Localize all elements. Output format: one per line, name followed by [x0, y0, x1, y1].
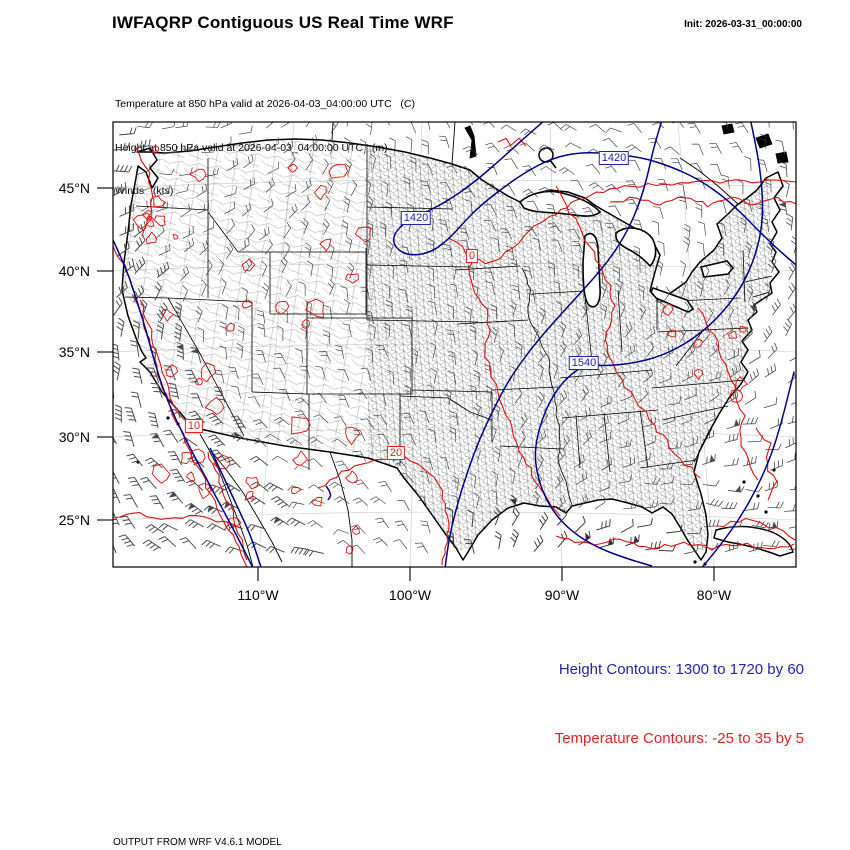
lat-tick-label: 25°N	[58, 512, 90, 528]
lon-tick-label: 90°W	[544, 587, 580, 603]
contour-value-label: 1420	[400, 211, 432, 225]
lon-tick-label: 110°W	[237, 587, 279, 603]
plot-title: IWFAQRP Contiguous US Real Time WRF	[112, 13, 454, 32]
legend-height-contours: Height Contours: 1300 to 1720 by 60	[558, 661, 804, 678]
state-borders-layer	[124, 144, 773, 506]
legend-temperature-contours: Temperature Contours: -25 to 35 by 5	[554, 730, 804, 747]
init-time-label: Init: 2026-03-31_00:00:00	[684, 19, 802, 30]
lon-tick-label: 100°W	[388, 587, 432, 603]
model-output-note: OUTPUT FROM WRF V4.6.1 MODEL	[113, 837, 282, 848]
lat-tick-label: 40°N	[58, 263, 90, 279]
temperature-field-description: Temperature at 850 hPa valid at 2026-04-…	[115, 98, 416, 110]
map-border	[112, 121, 797, 568]
axes-layer	[97, 187, 715, 581]
lat-tick-label: 45°N	[58, 180, 90, 196]
contour-value-label: 10	[184, 419, 204, 433]
lat-tick-label: 30°N	[58, 429, 90, 445]
lon-tick-label: 80°W	[696, 587, 732, 603]
contour-value-label: 20	[386, 446, 406, 460]
contour-legend: Height Contours: 1300 to 1720 by 60 Temp…	[555, 612, 804, 796]
map-frame-content	[113, 122, 796, 567]
contour-value-label: 1540	[568, 356, 600, 370]
lat-tick-label: 35°N	[58, 344, 90, 360]
contour-value-label: 1420	[598, 151, 630, 165]
model-info: OUTPUT FROM WRF V4.6.1 MODEL WE = 580 ; …	[113, 809, 506, 850]
contour-value-label: 0	[465, 249, 479, 263]
